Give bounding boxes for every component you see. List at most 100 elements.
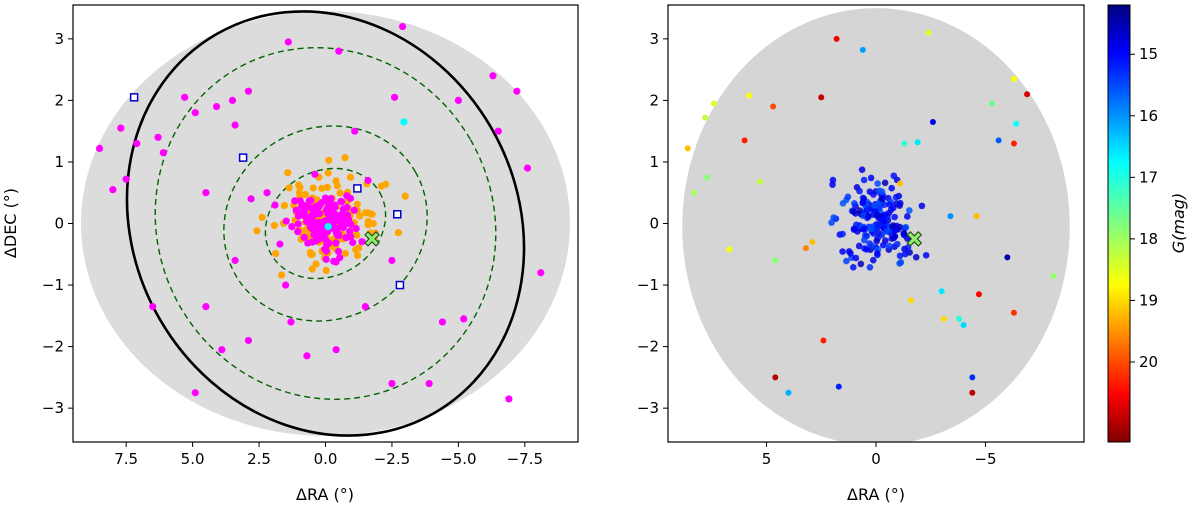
cluster-point [310, 231, 318, 239]
cluster-point [292, 206, 300, 214]
x-tick-label: 7.5 [114, 450, 138, 468]
cluster-point [285, 184, 293, 192]
y-tick-label: −1 [637, 276, 659, 294]
y-tick-label: 3 [649, 30, 659, 48]
member-point [438, 318, 447, 326]
x-cross-marker [906, 231, 923, 247]
member-point [391, 93, 399, 101]
star-point [1004, 254, 1011, 261]
cluster-point [352, 224, 360, 233]
star-point [756, 178, 763, 185]
cluster-point [253, 227, 261, 235]
colorbar-tick-label: 19 [1139, 291, 1158, 309]
cluster-point [272, 249, 280, 258]
left-data-points [95, 22, 545, 403]
star-point [969, 374, 976, 381]
member-point [513, 87, 521, 95]
member-point [271, 201, 279, 209]
colorbar-tick-label: 18 [1139, 230, 1158, 248]
member-point [191, 109, 199, 117]
star-point [947, 213, 954, 220]
y-tick-label: −3 [42, 399, 64, 417]
cluster-point [324, 169, 332, 177]
cluster-point [288, 223, 296, 231]
cluster-point [336, 211, 345, 219]
cluster-point [860, 236, 868, 244]
cluster-point [401, 192, 409, 200]
member-point [505, 395, 513, 403]
cluster-point [394, 229, 402, 237]
cluster-point [306, 223, 314, 231]
cluster-point [270, 221, 279, 230]
cluster-point [277, 271, 286, 279]
member-point [494, 127, 502, 135]
star-point [938, 288, 945, 295]
x-tick-label: −7.5 [507, 450, 543, 468]
member-point [231, 256, 239, 265]
member-point [489, 72, 497, 80]
x-tick-label: 5 [762, 450, 772, 468]
cluster-point [294, 212, 303, 220]
member-point [181, 93, 189, 101]
star-point [1010, 309, 1017, 316]
member-point [303, 352, 311, 360]
member-point [244, 336, 253, 345]
cluster-point [369, 219, 377, 228]
member-point [109, 186, 117, 194]
star-point [1013, 120, 1020, 127]
cluster-point [304, 239, 312, 247]
cluster-point [888, 184, 895, 192]
cluster-point [901, 250, 909, 258]
star-point [859, 46, 866, 53]
cluster-point [382, 180, 390, 188]
cluster-point [343, 211, 351, 219]
cluster-point [341, 249, 349, 257]
star-point [1024, 91, 1031, 98]
cluster-point [863, 246, 870, 253]
cluster-point [870, 191, 877, 198]
cluster-point [902, 223, 910, 231]
cluster-point [843, 257, 850, 265]
member-point [133, 139, 141, 148]
left-core-cluster [253, 154, 409, 279]
cluster-point [871, 202, 878, 209]
cluster-point [312, 202, 320, 210]
cluster-point [312, 260, 320, 268]
cluster-point [852, 254, 860, 262]
member-point [228, 96, 237, 105]
member-point [335, 47, 343, 55]
y-tick-label: −3 [637, 399, 659, 417]
cluster-point [881, 179, 889, 187]
cluster-point [334, 247, 343, 256]
x-tick-label: 2.5 [247, 450, 271, 468]
cluster-point [869, 256, 877, 264]
cluster-point [312, 210, 320, 218]
cluster-point [326, 195, 335, 204]
cluster-point [317, 199, 326, 207]
cluster-point [334, 231, 342, 240]
cluster-point [337, 219, 345, 227]
cluster-point [867, 174, 875, 182]
colorbar: 15 16 17 18 19 20 G(mag) [1107, 4, 1188, 443]
cluster-point [906, 207, 913, 214]
cluster-point [874, 180, 881, 187]
star-point [925, 29, 932, 36]
star-point [1050, 272, 1057, 279]
cluster-point [356, 212, 364, 220]
cluster-point [353, 251, 362, 260]
left-x-ticks: 7.5 5.0 2.5 0.0 −2.5 −5.0 −7.5 [114, 442, 543, 468]
cluster-point [282, 217, 290, 225]
member-point [351, 127, 359, 135]
cluster-point [868, 225, 875, 233]
y-tick-label: −2 [637, 338, 659, 356]
star-point [741, 137, 748, 144]
square-marker [353, 184, 362, 193]
square-marker [129, 93, 139, 102]
y-tick-label: 2 [54, 91, 64, 109]
member-point [361, 302, 369, 311]
member-point [343, 192, 351, 200]
cluster-point [866, 263, 874, 271]
cluster-point [353, 200, 361, 208]
left-scatter-plot: 7.5 5.0 2.5 0.0 −2.5 −5.0 −7.5 3 2 1 0 −1 −2 −3 ΔRA … [1, 4, 579, 504]
